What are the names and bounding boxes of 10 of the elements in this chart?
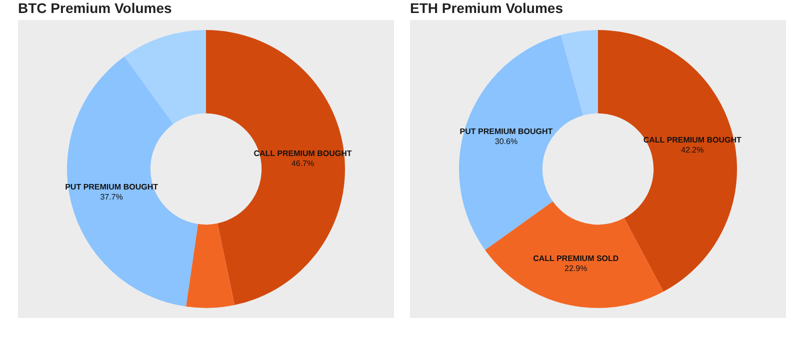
- slice-label: PUT PREMIUM BOUGHT: [460, 126, 553, 136]
- data-label: 37.7%: [100, 192, 123, 202]
- data-label: 42.2%: [681, 146, 704, 155]
- data-label: 46.7%: [291, 159, 314, 168]
- data-label: 30.6%: [494, 136, 518, 146]
- slice-label: CALL PREMIUM SOLD: [533, 254, 619, 263]
- chart-title: ETH Premium Volumes: [410, 0, 564, 18]
- chart-title: BTC Premium Volumes: [18, 0, 173, 18]
- slice-label: PUT PREMIUM BOUGHT: [65, 182, 158, 192]
- data-label: 22.9%: [564, 264, 588, 273]
